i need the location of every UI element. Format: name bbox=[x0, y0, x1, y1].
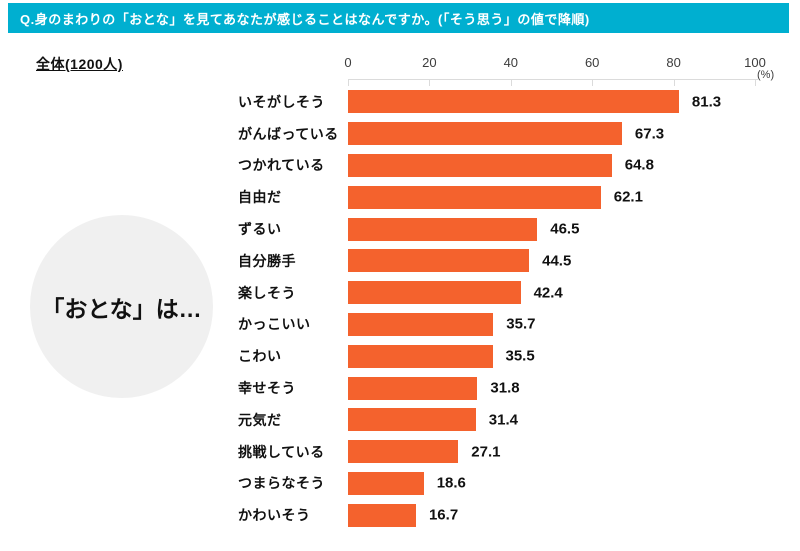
category-label: つかれている bbox=[238, 157, 325, 174]
x-axis-tick-label: 20 bbox=[422, 55, 437, 70]
bar bbox=[348, 90, 679, 114]
x-axis-tickmark bbox=[429, 80, 431, 86]
bar-row: つまらなそう 18.6 bbox=[238, 468, 784, 500]
value-label: 81.3 bbox=[691, 93, 722, 111]
topic-circle-label: 「おとな」は… bbox=[41, 295, 202, 322]
bar-track: 46.5 bbox=[348, 217, 784, 241]
bar-track: 64.8 bbox=[348, 153, 784, 177]
value-label: 35.7 bbox=[506, 315, 536, 333]
category-label: かわいそう bbox=[238, 507, 311, 524]
value-label: 46.5 bbox=[550, 220, 580, 238]
x-axis-unit-label: (%) bbox=[757, 69, 775, 81]
bar-track: 81.3 bbox=[348, 90, 784, 114]
x-axis-tick-label: 40 bbox=[503, 55, 519, 70]
bar-track: 16.7 bbox=[348, 503, 784, 527]
x-axis-line bbox=[348, 79, 758, 86]
x-axis-tick-label: 0 bbox=[344, 55, 352, 70]
value-label: 18.6 bbox=[436, 474, 466, 492]
value-label: 31.4 bbox=[488, 411, 518, 429]
bar-track: 18.6 bbox=[348, 471, 784, 495]
value-label: 42.4 bbox=[533, 284, 563, 302]
bar-track: 42.4 bbox=[348, 281, 784, 305]
category-label: 挑戦している bbox=[238, 443, 325, 460]
value-label: 44.5 bbox=[542, 252, 572, 270]
x-axis-tick-label: 60 bbox=[584, 55, 600, 70]
category-label: 自分勝手 bbox=[238, 252, 296, 269]
bar-row: 自分勝手 44.5 bbox=[238, 245, 784, 277]
question-header-bar: Q.身のまわりの「おとな」を見てあなたが感じることはなんですか。(「そう思う」の… bbox=[8, 3, 789, 33]
bar-track: 27.1 bbox=[348, 440, 784, 464]
category-label: いそがしそう bbox=[238, 93, 325, 110]
bar-row: 自由だ 62.1 bbox=[238, 181, 784, 213]
x-axis-tickmark bbox=[755, 80, 756, 86]
x-axis-tick-label: 80 bbox=[666, 55, 681, 70]
x-axis-tickmark bbox=[348, 80, 349, 86]
value-label: 27.1 bbox=[471, 443, 501, 461]
bar bbox=[348, 376, 478, 400]
bar-track: 31.4 bbox=[348, 408, 784, 432]
value-label: 35.5 bbox=[505, 347, 535, 365]
category-label: 楽しそう bbox=[238, 284, 296, 301]
category-label: つまらなそう bbox=[238, 475, 325, 492]
category-label: ずるい bbox=[238, 221, 282, 238]
bar-track: 62.1 bbox=[348, 185, 784, 209]
bar-row: いそがしそう 81.3 bbox=[238, 86, 784, 118]
value-label: 64.8 bbox=[624, 156, 654, 174]
bar bbox=[348, 503, 416, 527]
value-label: 31.8 bbox=[490, 379, 520, 397]
bar-row: 楽しそう 42.4 bbox=[238, 277, 784, 309]
bar-row: かっこいい 35.7 bbox=[238, 309, 784, 341]
bar-track: 35.7 bbox=[348, 312, 784, 336]
bar bbox=[348, 185, 601, 209]
bar-row: がんばっている 67.3 bbox=[238, 118, 784, 150]
bar bbox=[348, 249, 530, 273]
bar bbox=[348, 471, 424, 495]
bar bbox=[348, 281, 521, 305]
x-axis-tickmark bbox=[510, 80, 512, 86]
bar-row: つかれている 64.8 bbox=[238, 150, 784, 182]
x-axis-tickmark bbox=[673, 80, 675, 86]
bar bbox=[348, 217, 538, 241]
category-label: 元気だ bbox=[238, 411, 282, 428]
bar-track: 67.3 bbox=[348, 122, 784, 146]
bar bbox=[348, 344, 493, 368]
respondent-group-label: 全体(1200人) bbox=[36, 56, 123, 72]
category-label: かっこいい bbox=[238, 316, 311, 333]
bar-row: ずるい 46.5 bbox=[238, 213, 784, 245]
bar-row: 挑戦している 27.1 bbox=[238, 436, 784, 468]
value-label: 67.3 bbox=[634, 125, 665, 143]
bar-chart: いそがしそう 81.3 がんばっている 67.3 つかれている 64.8 自由だ 62.1 ずる… bbox=[238, 86, 784, 531]
category-label: 幸せそう bbox=[238, 380, 296, 397]
bar bbox=[348, 312, 494, 336]
bar-row: 元気だ 31.4 bbox=[238, 404, 784, 436]
category-label: がんばっている bbox=[238, 125, 339, 142]
bar-row: かわいそう 16.7 bbox=[238, 499, 784, 531]
category-label: 自由だ bbox=[238, 189, 282, 206]
bar-track: 35.5 bbox=[348, 344, 784, 368]
x-axis-tickmark bbox=[592, 80, 594, 86]
bar bbox=[348, 153, 612, 177]
bar bbox=[348, 122, 622, 146]
bar-row: こわい 35.5 bbox=[238, 340, 784, 372]
x-axis-tick-label: 100 bbox=[744, 55, 766, 70]
value-label: 62.1 bbox=[613, 188, 643, 206]
bar bbox=[348, 440, 459, 464]
x-axis-tick-labels: 0 20 40 60 80 100 bbox=[344, 55, 765, 73]
question-title: Q.身のまわりの「おとな」を見てあなたが感じることはなんですか。(「そう思う」の… bbox=[20, 11, 590, 27]
value-label: 16.7 bbox=[428, 506, 459, 524]
bar-row: 幸せそう 31.8 bbox=[238, 372, 784, 404]
bar-track: 44.5 bbox=[348, 249, 784, 273]
bar-track: 31.8 bbox=[348, 376, 784, 400]
topic-circle: 「おとな」は… bbox=[30, 215, 213, 398]
category-label: こわい bbox=[238, 348, 282, 365]
bar bbox=[348, 408, 476, 432]
